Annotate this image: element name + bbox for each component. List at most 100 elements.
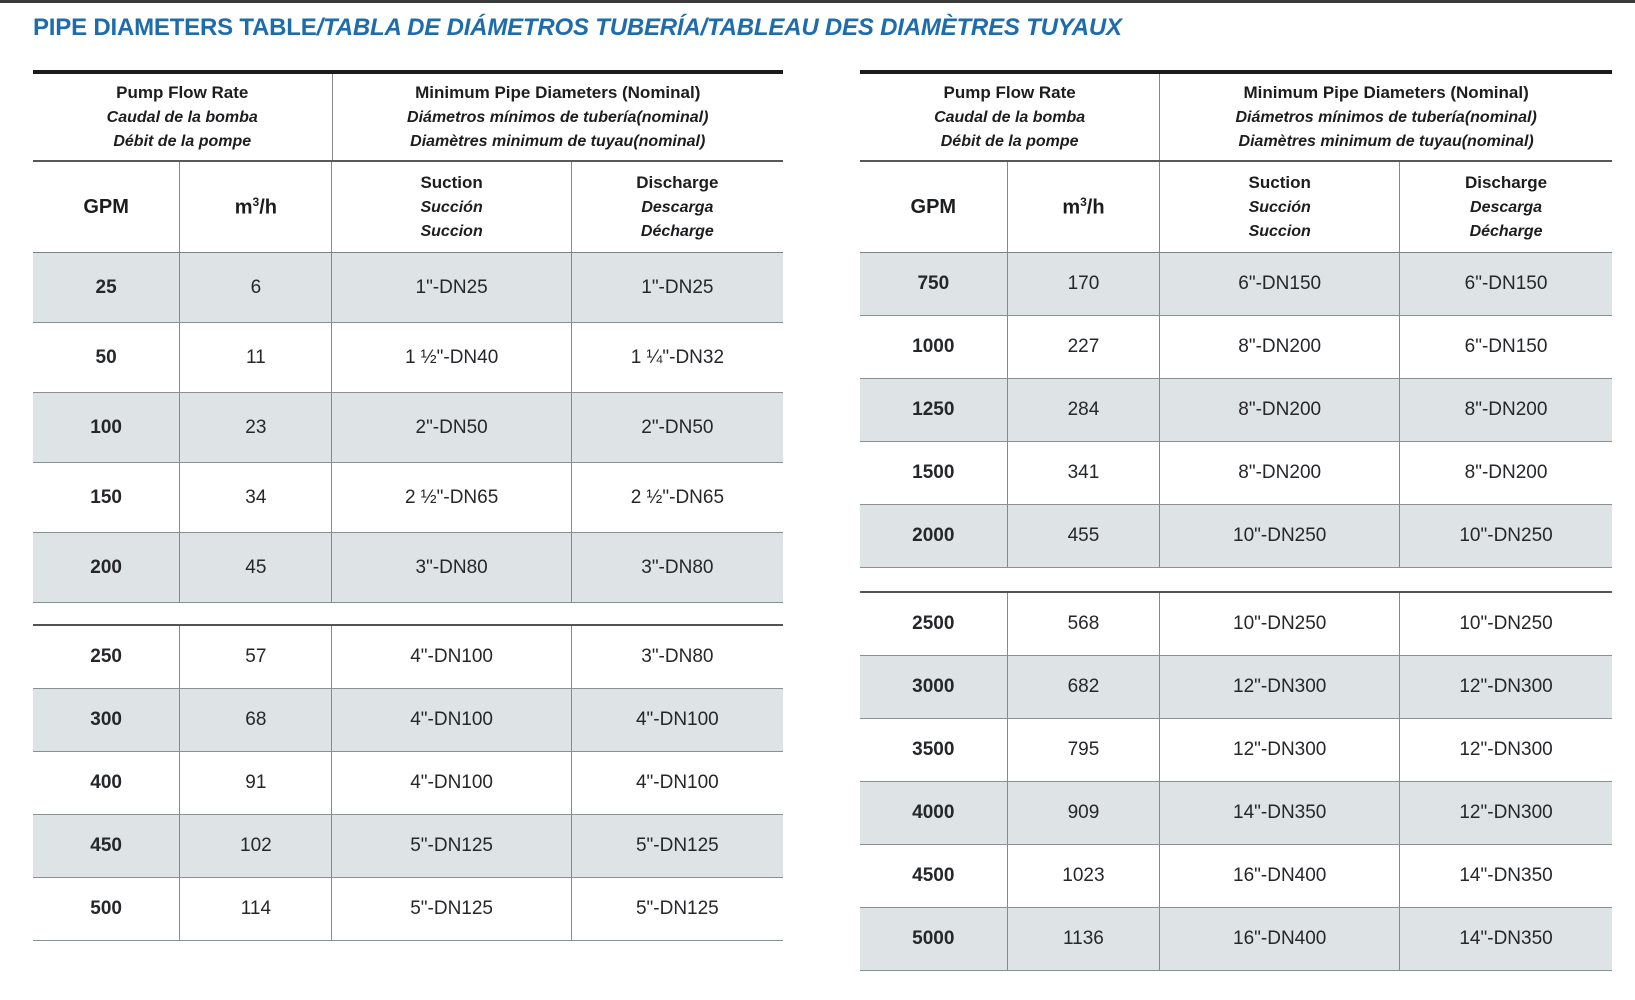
- m3h-label: m3/h: [1062, 195, 1104, 220]
- table-row: 50 11 1 ½"-DN40 1 ¼"-DN32: [33, 323, 783, 393]
- m3h-cell: 1136: [1006, 908, 1160, 970]
- table-row: 25 6 1"-DN25 1"-DN25: [33, 253, 783, 323]
- table-block-lower: 250 57 4"-DN100 3"-DN80 300 68 4"-DN100 4"-DN10…: [33, 624, 783, 941]
- table-header-groups: Pump Flow Rate Caudal de la bomba Débit …: [860, 74, 1612, 162]
- min-pipe-diameters-header: Minimum Pipe Diameters (Nominal) Diámetr…: [331, 74, 784, 160]
- table-row: 450 102 5"-DN125 5"-DN125: [33, 815, 783, 878]
- discharge-cell: 5"-DN125: [570, 815, 783, 877]
- suction-cell: 10"-DN250: [1159, 505, 1399, 567]
- table-row: 750 170 6"-DN150 6"-DN150: [860, 253, 1612, 316]
- table-block-upper: 750 170 6"-DN150 6"-DN150 1000 227 8"-DN200 6"-…: [860, 253, 1612, 568]
- discharge-cell: 10"-DN250: [1399, 593, 1612, 655]
- table-row: 100 23 2"-DN50 2"-DN50: [33, 393, 783, 463]
- discharge-cell: 3"-DN80: [570, 626, 783, 688]
- page-title: PIPE DIAMETERS TABLE/TABLA DE DIÁMETROS …: [33, 14, 1122, 42]
- header-line-fr: Diamètres minimum de tuyau(nominal): [410, 132, 706, 150]
- discharge-cell: 14"-DN350: [1399, 845, 1612, 907]
- gpm-cell: 100: [90, 416, 122, 438]
- gpm-label: GPM: [910, 195, 957, 218]
- header-line-es: Descarga: [1470, 198, 1543, 216]
- m3h-unit-suffix: /h: [1086, 196, 1105, 219]
- header-line-es: Caudal de la bomba: [106, 108, 258, 126]
- suction-cell: 8"-DN200: [1159, 379, 1399, 441]
- header-line-en: Minimum Pipe Diameters (Nominal): [1243, 83, 1529, 103]
- suction-cell: 5"-DN125: [331, 878, 570, 940]
- table-row: 4500 1023 16"-DN400 14"-DN350: [860, 845, 1612, 908]
- table-column-headers: GPM m3/h Suction Succión Succion Dischar…: [33, 162, 783, 253]
- discharge-cell: 12"-DN300: [1399, 719, 1612, 781]
- table-column-headers: GPM m3/h Suction Succión Succion Dischar…: [860, 162, 1612, 253]
- m3h-cell: 795: [1006, 719, 1160, 781]
- gpm-cell: 2500: [912, 613, 955, 634]
- m3h-label: m3/h: [235, 195, 277, 220]
- header-line-fr: Succion: [1248, 222, 1311, 240]
- m3h-cell: 11: [179, 323, 331, 392]
- gpm-cell: 1000: [912, 336, 955, 357]
- gpm-cell: 1250: [912, 399, 955, 420]
- table-row: 150 34 2 ½"-DN65 2 ½"-DN65: [33, 463, 783, 533]
- discharge-cell: 6"-DN150: [1399, 253, 1612, 315]
- discharge-cell: 5"-DN125: [570, 878, 783, 940]
- suction-column-header: Suction Succión Succion: [1159, 162, 1399, 252]
- discharge-cell: 4"-DN100: [570, 752, 783, 814]
- m3h-cell: 682: [1006, 656, 1160, 718]
- m3h-cell: 568: [1006, 593, 1160, 655]
- m3h-cell: 34: [179, 463, 331, 532]
- discharge-cell: 1 ¼"-DN32: [570, 323, 783, 392]
- gpm-cell: 3500: [912, 739, 955, 760]
- gpm-cell: 2000: [912, 525, 955, 546]
- table-row: 500 114 5"-DN125 5"-DN125: [33, 878, 783, 941]
- header-line-fr: Décharge: [1469, 222, 1543, 240]
- m3h-cell: 284: [1006, 379, 1160, 441]
- header-line-en: Suction: [420, 173, 483, 193]
- suction-cell: 4"-DN100: [331, 752, 570, 814]
- m3h-column-header: m3/h: [179, 162, 331, 252]
- table-row: 3000 682 12"-DN300 12"-DN300: [860, 656, 1612, 719]
- suction-cell: 5"-DN125: [331, 815, 570, 877]
- suction-cell: 12"-DN300: [1159, 656, 1399, 718]
- suction-cell: 1"-DN25: [331, 253, 570, 322]
- pipe-diameters-table-right: Pump Flow Rate Caudal de la bomba Débit …: [860, 70, 1612, 971]
- header-line-fr: Débit de la pompe: [940, 132, 1079, 150]
- discharge-column-header: Discharge Descarga Décharge: [570, 162, 783, 252]
- suction-cell: 14"-DN350: [1159, 782, 1399, 844]
- gpm-cell: 250: [90, 646, 122, 667]
- gpm-cell: 5000: [912, 928, 955, 949]
- header-line-fr: Décharge: [640, 222, 714, 240]
- gpm-cell: 25: [95, 276, 117, 298]
- header-line-es: Descarga: [641, 198, 714, 216]
- discharge-cell: 12"-DN300: [1399, 782, 1612, 844]
- m3h-cell: 909: [1006, 782, 1160, 844]
- discharge-cell: 8"-DN200: [1399, 379, 1612, 441]
- m3h-unit-prefix: m: [234, 196, 253, 219]
- m3h-cell: 102: [179, 815, 331, 877]
- gpm-label: GPM: [83, 195, 129, 218]
- page-title-translations: /TABLA DE DIÁMETROS TUBERÍA/TABLEAU DES …: [316, 14, 1122, 41]
- table-row: 5000 1136 16"-DN400 14"-DN350: [860, 908, 1612, 971]
- m3h-cell: 6: [179, 253, 331, 322]
- block-divider-gap: [33, 603, 783, 624]
- suction-cell: 12"-DN300: [1159, 719, 1399, 781]
- table-row: 200 45 3"-DN80 3"-DN80: [33, 533, 783, 603]
- m3h-cell: 114: [179, 878, 331, 940]
- gpm-cell: 450: [90, 835, 122, 856]
- m3h-cell: 455: [1006, 505, 1160, 567]
- header-line-en: Pump Flow Rate: [116, 83, 249, 103]
- table-row: 1250 284 8"-DN200 8"-DN200: [860, 379, 1612, 442]
- table-row: 4000 909 14"-DN350 12"-DN300: [860, 782, 1612, 845]
- discharge-cell: 4"-DN100: [570, 689, 783, 751]
- gpm-cell: 50: [95, 346, 117, 368]
- gpm-cell: 400: [90, 772, 122, 793]
- m3h-cell: 57: [179, 626, 331, 688]
- suction-cell: 6"-DN150: [1159, 253, 1399, 315]
- header-line-es: Diámetros mínimos de tubería(nominal): [1235, 108, 1537, 126]
- table-block-lower: 2500 568 10"-DN250 10"-DN250 3000 682 12"-DN30…: [860, 591, 1612, 971]
- suction-cell: 8"-DN200: [1159, 316, 1399, 378]
- table-header-groups: Pump Flow Rate Caudal de la bomba Débit …: [33, 74, 783, 162]
- header-line-en: Minimum Pipe Diameters (Nominal): [415, 83, 701, 103]
- discharge-cell: 2"-DN50: [570, 393, 783, 462]
- header-line-es: Succión: [1248, 198, 1311, 216]
- m3h-column-header: m3/h: [1006, 162, 1160, 252]
- suction-cell: 10"-DN250: [1159, 593, 1399, 655]
